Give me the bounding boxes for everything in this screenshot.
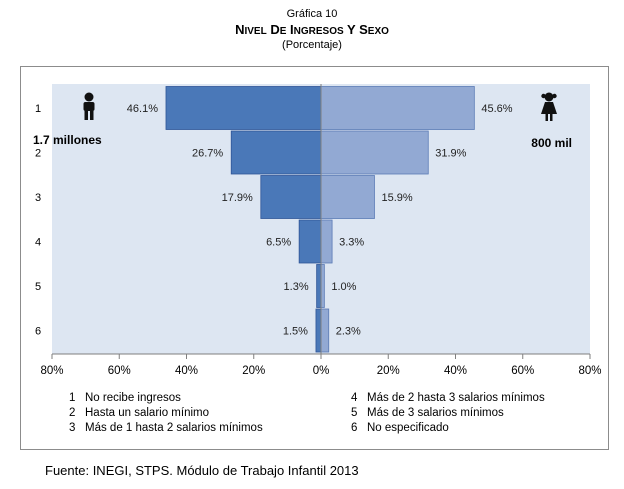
category-label: 4 — [35, 237, 41, 249]
category-label: 5 — [35, 281, 41, 293]
legend-item-number: 2 — [69, 407, 76, 419]
legend-item-5: 5 Más de 3 salarios mínimos — [351, 406, 545, 421]
category-labels: 1 2 3 4 5 6 — [35, 103, 41, 338]
category-label: 1 — [35, 103, 41, 115]
data-label-left: 46.1% — [127, 103, 158, 115]
bar-right — [320, 175, 375, 219]
category-label: 6 — [35, 326, 41, 338]
x-tick-label: 40% — [444, 365, 467, 377]
bar-left — [230, 130, 322, 175]
bar-right — [320, 86, 475, 130]
data-label-right: 1.0% — [331, 281, 356, 293]
bar-left — [315, 308, 322, 353]
girl-icon — [541, 92, 557, 121]
legend-item-number: 3 — [69, 422, 76, 434]
bar-left — [165, 86, 322, 130]
bars-left-series — [165, 86, 322, 353]
figure-label: Gráfica 10 — [286, 8, 338, 20]
legend-item-label: Más de 2 hasta 3 salarios mínimos — [367, 392, 545, 404]
legend-item-label: No recibe ingresos — [85, 392, 181, 404]
bar-right — [320, 264, 325, 308]
legend-item-label: Más de 3 salarios mínimos — [367, 407, 504, 419]
data-label-right: 2.3% — [336, 326, 361, 338]
data-label-left: 26.7% — [192, 148, 223, 160]
bar-right — [320, 308, 330, 353]
x-tick-label: 20% — [242, 365, 265, 377]
data-label-right: 31.9% — [435, 148, 466, 160]
category-label: 3 — [35, 192, 41, 204]
x-tick-label: 60% — [511, 365, 534, 377]
chart-subtitle: (Porcentaje) — [282, 39, 342, 51]
data-labels: 46.1% 45.6% 26.7% 31.9% 17.9% 15.9% 6.5% 3.3% 1.… — [127, 103, 513, 338]
legend-item-label: No especificado — [367, 422, 449, 434]
bar-left — [260, 175, 322, 219]
boy-icon — [83, 92, 95, 120]
x-tick-label: 60% — [108, 365, 131, 377]
left-total-label: 1.7 millones — [33, 133, 102, 147]
data-label-right: 15.9% — [381, 192, 412, 204]
legend-item-1: 1 No recibe ingresos — [69, 391, 263, 406]
x-tick-label: 20% — [377, 365, 400, 377]
data-label-left: 1.3% — [284, 281, 309, 293]
x-tick-label: 40% — [175, 365, 198, 377]
chart-title-text: NIVEL DE INGRESOS Y SEXO — [235, 22, 389, 37]
legend-column-left: 1 No recibe ingresos 2 Hasta un salario mín… — [69, 391, 263, 436]
legend-item-4: 4 Más de 2 hasta 3 salarios mínimos — [351, 391, 545, 406]
right-total-label: 800 mil — [531, 136, 572, 150]
chart-frame — [20, 66, 609, 450]
legend-item-number: 6 — [351, 422, 358, 434]
legend-item-number: 4 — [351, 392, 358, 404]
x-tick-label: 80% — [40, 365, 63, 377]
source-note: Fuente: INEGI, STPS. Módulo de Trabajo I… — [45, 463, 359, 478]
legend-item-6: 6 No especificado — [351, 421, 545, 436]
legend-item-number: 1 — [69, 392, 76, 404]
x-axis: 80% 60% 40% 20% 0% 20% 40% 60% 80% — [40, 84, 602, 377]
data-label-left: 1.5% — [283, 326, 308, 338]
category-label: 2 — [35, 148, 41, 160]
bar-left — [316, 264, 322, 308]
data-label-left: 6.5% — [266, 237, 291, 249]
legend-item-2: 2 Hasta un salario mínimo — [69, 406, 263, 421]
data-label-right: 3.3% — [339, 237, 364, 249]
legend-item-3: 3 Más de 1 hasta 2 salarios mínimos — [69, 421, 263, 436]
x-tick-label: 80% — [578, 365, 601, 377]
legend-item-label: Hasta un salario mínimo — [85, 407, 209, 419]
gender-icons — [83, 92, 557, 121]
data-label-right: 45.6% — [481, 103, 512, 115]
legend-item-label: Más de 1 hasta 2 salarios mínimos — [85, 422, 263, 434]
bars-right-series — [320, 86, 475, 353]
x-tick-label: 0% — [313, 365, 330, 377]
legend-column-right: 4 Más de 2 hasta 3 salarios mínimos 5 Más d… — [351, 391, 545, 436]
bar-right — [320, 130, 429, 175]
bar-right — [320, 219, 333, 264]
bar-left — [298, 219, 322, 264]
data-label-left: 17.9% — [222, 192, 253, 204]
legend-item-number: 5 — [351, 407, 358, 419]
chart-title: NIVEL DE INGRESOS Y SEXO — [0, 22, 624, 37]
